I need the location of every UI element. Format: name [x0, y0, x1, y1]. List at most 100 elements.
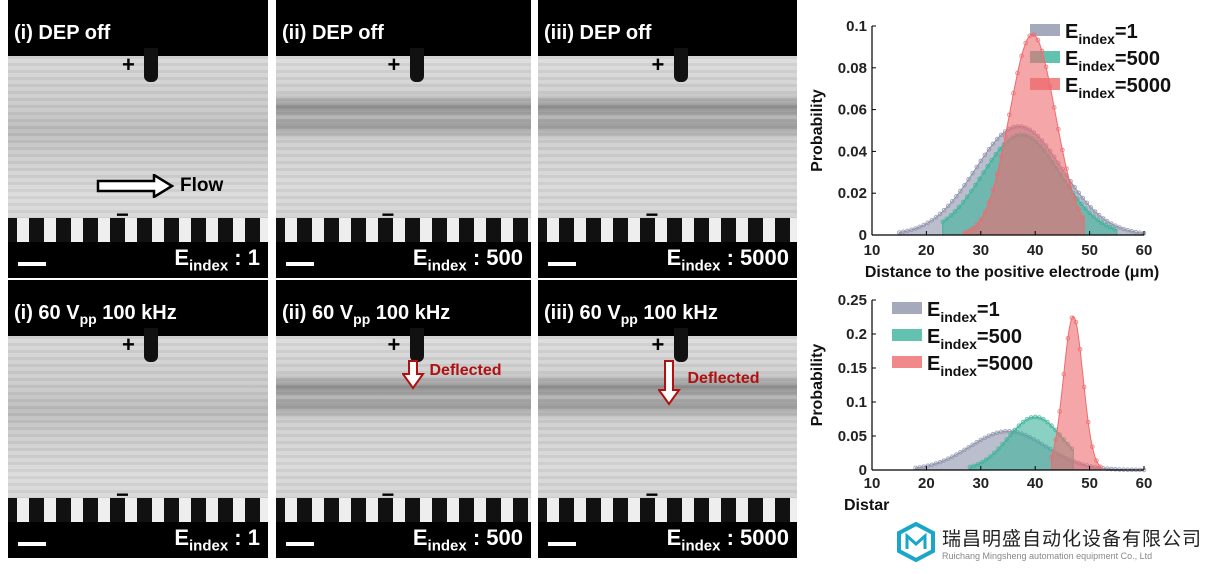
y-tick-label: 0.05 [838, 428, 867, 445]
data-point [998, 132, 1004, 138]
data-point [1060, 147, 1065, 153]
logo-company-en: Ruichang Mingsheng automation equipment … [942, 550, 1153, 561]
data-point [968, 188, 974, 194]
x-axis-label: Distance to the positive electrode (μm) [865, 264, 1159, 281]
data-point [1096, 212, 1102, 218]
data-point [1061, 371, 1067, 377]
channel-image [276, 336, 531, 522]
x-tick-label: 20 [918, 475, 935, 492]
data-point [1065, 335, 1071, 341]
data-point [921, 464, 926, 469]
micrograph-panel: (iii) 60 Vpp 100 kHz + − Eindex : 5000 D… [538, 280, 797, 558]
scale-bar [286, 542, 314, 546]
data-point [1111, 226, 1117, 232]
channel-image [8, 56, 268, 242]
logo-company-cn: 瑞昌明盛自动化设备有限公司 [942, 528, 1203, 550]
data-point [990, 141, 996, 147]
hexagon-logo-icon [897, 522, 935, 562]
x-tick-label: 50 [1081, 242, 1098, 259]
electrode-teeth [538, 498, 797, 522]
data-point [1031, 32, 1037, 38]
data-point [1024, 416, 1030, 422]
e-index-label: Eindex : 1 [174, 244, 260, 274]
data-point [949, 454, 955, 460]
data-point [982, 209, 988, 215]
data-point [978, 217, 984, 222]
data-point [990, 431, 996, 437]
data-point [988, 454, 993, 459]
data-point [1072, 196, 1077, 201]
data-point [1092, 209, 1098, 214]
data-point [917, 465, 922, 470]
data-point [1011, 90, 1016, 96]
e-index-label: Eindex : 1 [174, 524, 260, 554]
data-point [1051, 105, 1057, 110]
data-point [1019, 53, 1024, 59]
data-point [1091, 214, 1096, 219]
micrograph-panel: (i) DEP off + − Eindex : 1 Flow [8, 0, 268, 278]
y-tick-label: 0.15 [838, 360, 867, 377]
data-point [981, 170, 986, 175]
data-point [979, 459, 985, 465]
legend-label-e5000: Eindex=5000 [1065, 75, 1171, 101]
minus-sign: − [381, 202, 395, 227]
data-point [960, 199, 966, 205]
data-point [982, 152, 988, 158]
data-point [982, 435, 988, 441]
data-point [962, 182, 967, 188]
channel-image [8, 336, 268, 522]
legend-swatch-e5000 [1030, 78, 1060, 90]
x-tick-label: 40 [1027, 475, 1044, 492]
data-point [986, 146, 992, 152]
data-point [998, 154, 1004, 159]
data-point [1049, 423, 1054, 428]
data-point [970, 442, 975, 448]
scale-bar [18, 262, 46, 266]
positive-electrode [673, 328, 688, 362]
data-point [945, 456, 951, 462]
data-point [933, 461, 939, 466]
y-tick-label: 0.1 [846, 18, 867, 35]
data-point [1099, 220, 1105, 225]
data-point [1087, 210, 1092, 216]
e-index-label: Eindex : 500 [412, 244, 523, 274]
data-point [937, 459, 943, 465]
y-tick-label: 0.02 [838, 185, 867, 202]
data-point [978, 437, 984, 443]
data-point [1077, 346, 1083, 352]
y-tick-label: 0 [859, 462, 867, 479]
data-point [1100, 216, 1106, 221]
data-point [998, 429, 1004, 435]
micrograph-panel: (ii) 60 Vpp 100 kHz + − Eindex : 500 Def… [276, 280, 531, 558]
data-point [952, 209, 958, 214]
data-point [1004, 437, 1009, 442]
positive-electrode [673, 48, 688, 82]
data-point [1012, 427, 1018, 433]
data-point [1073, 319, 1079, 325]
watermark-logo: 瑞昌明盛自动化设备有限公司 Ruichang Mingsheng automat… [896, 522, 1203, 562]
data-point [937, 211, 943, 217]
data-point [1023, 40, 1028, 46]
data-point [974, 440, 980, 445]
deflected-label: Deflected [429, 362, 502, 379]
data-point [978, 158, 984, 164]
data-point [967, 464, 973, 470]
data-point [1095, 217, 1101, 223]
data-point [1121, 226, 1126, 232]
legend-label-e500: Eindex=500 [1065, 48, 1160, 74]
data-point [1002, 133, 1008, 139]
panel-label: (i) 60 Vpp 100 kHz [14, 302, 177, 327]
data-point [941, 458, 947, 463]
data-point [948, 213, 954, 218]
data-point [1028, 415, 1034, 420]
plus-sign: + [651, 332, 665, 357]
data-point [1075, 196, 1080, 201]
micrograph-panel: (i) 60 Vpp 100 kHz + − Eindex : 1 [8, 280, 268, 558]
series-area-e5000 [1050, 315, 1102, 471]
x-axis-label: Distar [844, 497, 889, 514]
data-point [975, 461, 981, 467]
data-point [1076, 206, 1082, 212]
data-point [1000, 441, 1005, 447]
legend-swatch-e5000 [892, 356, 922, 368]
data-point [997, 146, 1003, 152]
